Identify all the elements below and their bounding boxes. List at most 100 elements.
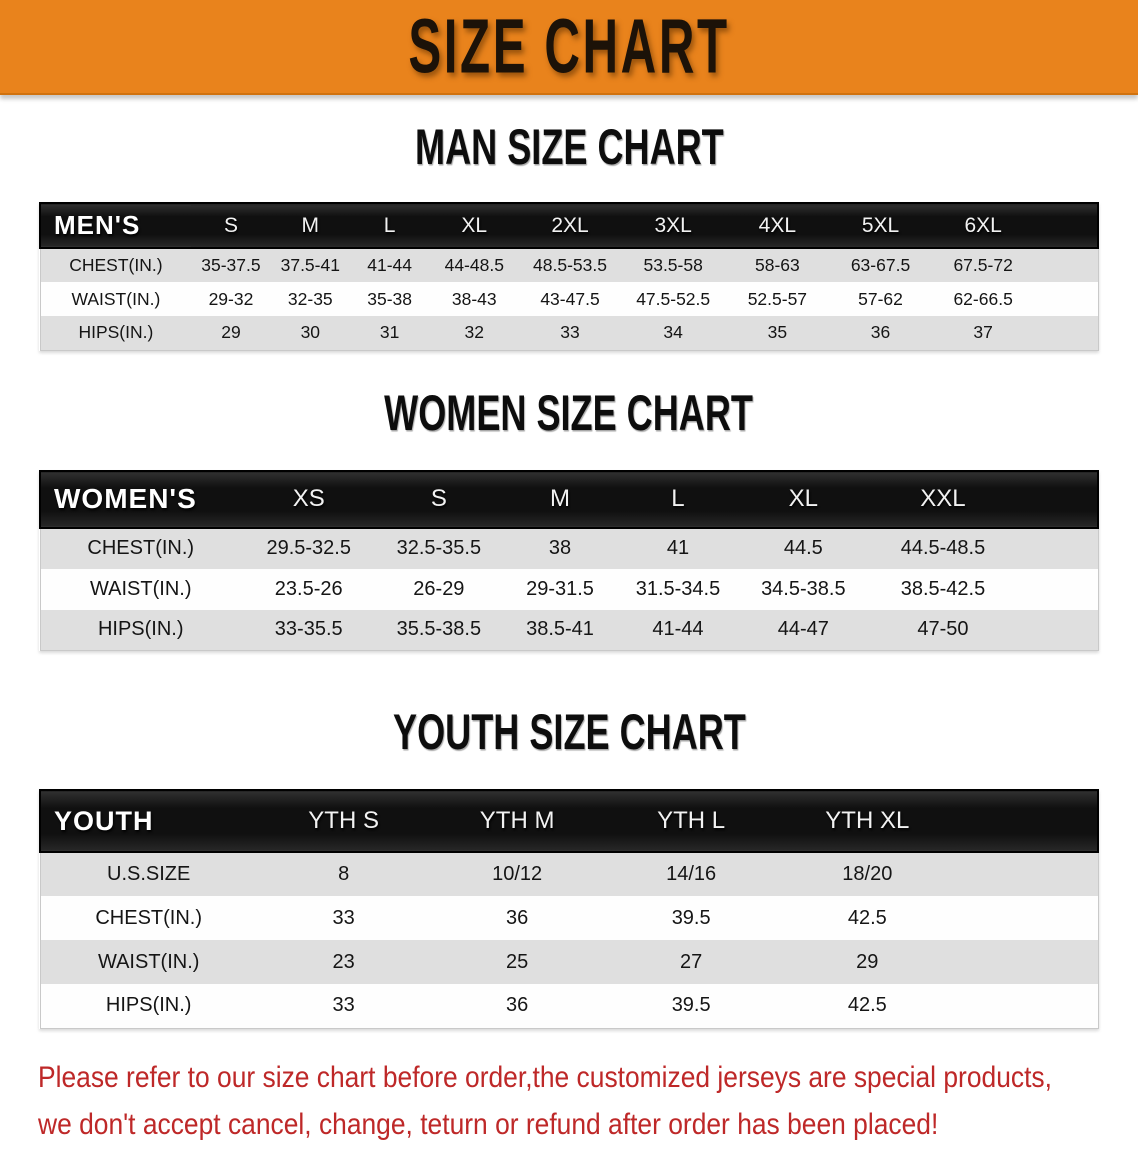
table-header-row: WOMEN'S XS S M L XL XXL: [40, 470, 1099, 528]
size-cell: 37.5-41: [280, 255, 340, 275]
filler-cell: [1017, 528, 1099, 569]
row-label: WAIST(IN.): [71, 288, 161, 309]
size-cell: 44-48.5: [444, 255, 504, 275]
youth-size-chart-heading: YOUTH SIZE CHART: [0, 704, 1138, 764]
order-notice-line-1: Please refer to our size chart before or…: [38, 1060, 1052, 1094]
size-cell: 33: [560, 322, 580, 343]
row-label: HIPS(IN.): [97, 618, 184, 641]
size-cell: 36: [870, 322, 891, 343]
size-cell: 32: [464, 322, 484, 343]
size-cell: 25: [506, 950, 529, 973]
size-cell: 33: [332, 994, 355, 1017]
filler-cell: [956, 984, 1098, 1028]
filler-cell: [956, 896, 1098, 940]
table-header-row: YOUTH YTH S YTH M YTH L YTH XL: [40, 790, 1098, 852]
size-column-header: 4XL: [758, 213, 797, 237]
row-label: CHEST(IN.): [87, 537, 195, 559]
size-cell: 63-67.5: [850, 255, 911, 275]
size-cell: 8: [338, 863, 350, 885]
order-notice-line-2: we don't accept cancel, change, teturn o…: [38, 1107, 939, 1141]
youth-size-table: YOUTH YTH S YTH M YTH L YTH XL U.S.SIZE …: [39, 789, 1099, 1029]
table-header-row: MEN'S S M L XL 2XL 3XL 4XL 5XL 6XL: [40, 203, 1098, 248]
size-column-header: XL: [461, 213, 488, 237]
size-cell: 38.5-42.5: [900, 577, 986, 600]
filler-cell: [1017, 471, 1099, 528]
filler-cell: [956, 940, 1098, 984]
filler-cell: [1017, 610, 1099, 651]
size-cell: 44.5-48.5: [900, 537, 986, 559]
size-cell: 26-29: [413, 577, 465, 600]
women-corner-label: WOMEN'S: [54, 483, 197, 514]
size-column-header: L: [671, 485, 685, 512]
size-cell: 43-47.5: [540, 288, 600, 309]
size-cell: 53.5-58: [643, 255, 703, 275]
size-cell: 29: [856, 950, 879, 973]
size-column-header: 2XL: [551, 213, 589, 237]
size-cell: 23.5-26: [274, 577, 343, 600]
size-column-header: S: [430, 485, 447, 512]
size-cell: 14/16: [666, 863, 717, 885]
size-cell: 35-37.5: [201, 255, 261, 275]
youth-corner-label: YOUTH: [54, 805, 154, 836]
row-label: U.S.SIZE: [107, 863, 191, 885]
banner-title: SIZE CHART: [408, 3, 730, 90]
size-column-header: YTH L: [657, 807, 726, 834]
size-cell: 42.5: [847, 994, 887, 1017]
size-cell: 57-62: [858, 288, 903, 309]
row-label: WAIST(IN.): [97, 950, 200, 973]
order-notice: Please refer to our size chart before or…: [38, 1057, 1100, 1151]
size-cell: 32.5-35.5: [396, 537, 482, 559]
filler-cell: [1034, 248, 1098, 282]
size-cell: 35: [767, 322, 788, 343]
size-cell: 38-43: [451, 288, 497, 309]
size-cell: 41: [666, 537, 690, 559]
size-cell: 37: [973, 322, 993, 343]
size-cell: 18/20: [842, 863, 893, 885]
size-cell: 32-35: [287, 288, 333, 309]
row-label: WAIST(IN.): [90, 577, 192, 600]
size-column-header: M: [301, 213, 320, 237]
row-label: HIPS(IN.): [105, 994, 192, 1017]
table-row: CHEST(IN.) 29.5-32.5 32.5-35.5 38 41 44.…: [40, 527, 1099, 569]
row-label: CHEST(IN.): [95, 906, 203, 929]
table-row: HIPS(IN.) 29 30 31 32 33 34 35 36 37: [40, 316, 1098, 350]
size-column-header: YTH M: [479, 807, 555, 834]
size-column-header: YTH XL: [825, 807, 910, 834]
table-row: CHEST(IN.) 35-37.5 37.5-41 41-44 44-48.5…: [40, 248, 1098, 282]
men-size-table: MEN'S S M L XL 2XL 3XL 4XL 5XL 6XL CHEST…: [39, 202, 1099, 351]
size-cell: 35.5-38.5: [396, 618, 482, 641]
size-cell: 39.5: [671, 994, 711, 1017]
size-cell: 34.5-38.5: [761, 577, 846, 600]
size-cell: 35-38: [367, 288, 413, 309]
size-column-header: S: [223, 213, 238, 237]
man-size-chart-heading: MAN SIZE CHART: [0, 119, 1138, 179]
youth-size-chart-heading-text: YOUTH SIZE CHART: [392, 703, 746, 761]
table-row: HIPS(IN.) 33-35.5 35.5-38.5 38.5-41 41-4…: [40, 609, 1099, 651]
women-size-chart-heading-text: WOMEN SIZE CHART: [384, 384, 754, 441]
size-cell: 34: [663, 322, 683, 343]
size-column-header: XS: [292, 485, 325, 512]
size-cell: 48.5-53.5: [533, 255, 607, 275]
size-cell: 33-35.5: [274, 618, 343, 641]
row-label: CHEST(IN.): [69, 255, 163, 275]
size-cell: 58-63: [754, 255, 800, 275]
size-cell: 33: [332, 906, 355, 929]
filler-cell: [1017, 569, 1099, 610]
size-cell: 31.5-34.5: [635, 577, 721, 600]
size-column-header: 3XL: [654, 213, 692, 237]
size-cell: 42.5: [847, 906, 887, 929]
table-row: HIPS(IN.) 33 36 39.5 42.5: [40, 984, 1098, 1028]
filler-cell: [956, 790, 1098, 852]
filler-cell: [1034, 316, 1098, 350]
table-row: WAIST(IN.) 29-32 32-35 35-38 38-43 43-47…: [40, 282, 1098, 316]
women-size-table: WOMEN'S XS S M L XL XXL CHEST(IN.) 29.5-…: [39, 469, 1099, 651]
size-column-header: XL: [788, 485, 818, 512]
size-cell: 30: [300, 322, 321, 343]
size-cell: 23: [332, 950, 355, 973]
size-cell: 27: [680, 950, 703, 973]
size-cell: 47-50: [917, 618, 969, 641]
size-cell: 36: [506, 994, 529, 1017]
size-column-header: 6XL: [964, 213, 1002, 237]
size-cell: 41-44: [652, 618, 704, 641]
